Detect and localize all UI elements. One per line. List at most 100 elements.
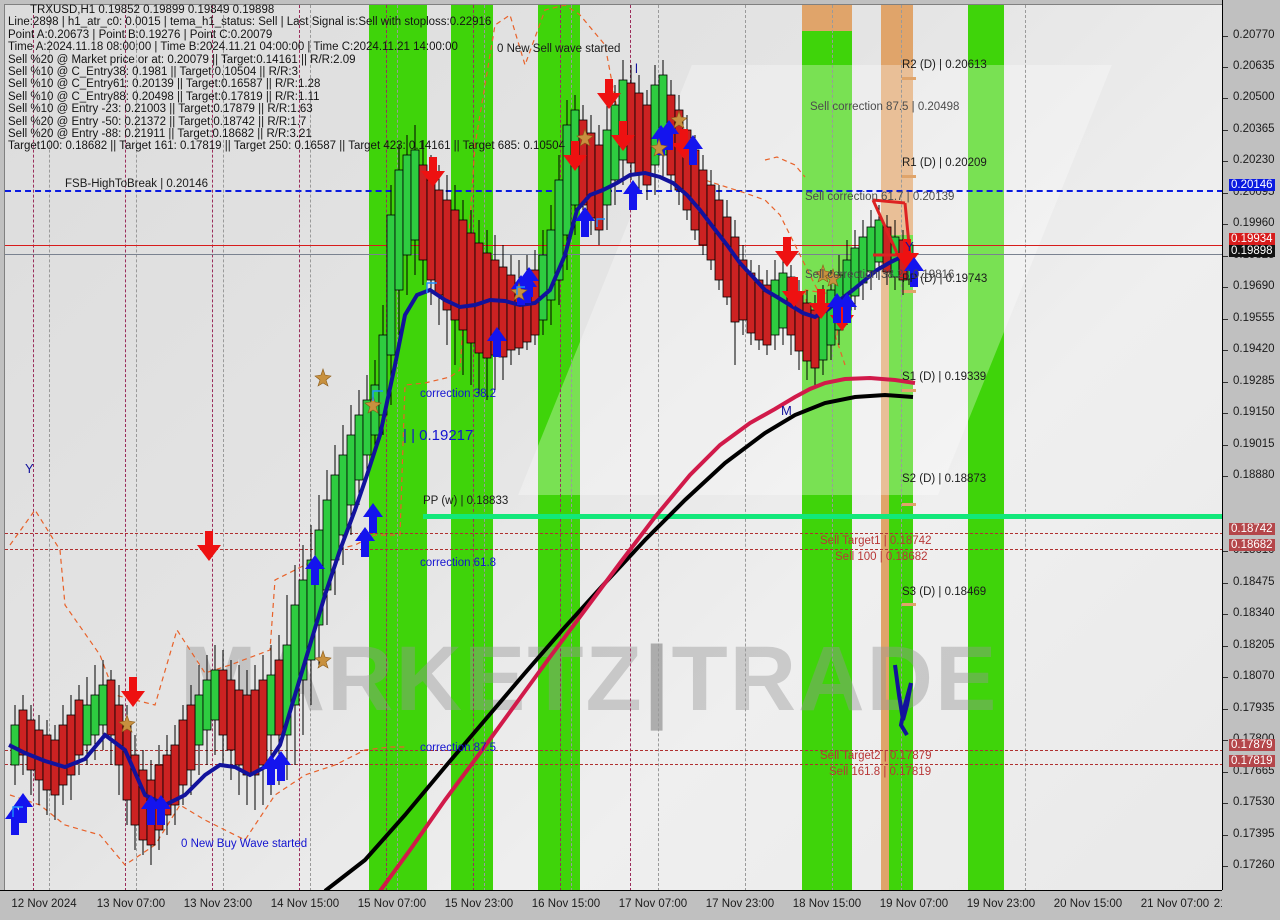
time-tick-label: 15 Nov 23:00 [444,898,514,910]
info-line-sell-20-market: Sell %20 @ Market price or at: 0.20079 |… [8,53,356,66]
info-line-sell-20-e50: Sell %20 @ Entry -50: 0.21372 || Target:… [8,115,307,128]
price-tick-label: 0.17665 [1233,765,1275,777]
pp-pivot-tick [902,290,916,293]
price-tick-label: 0.18070 [1233,670,1275,682]
chart-plot-area[interactable]: MARKETZ|TRADE [4,4,1223,891]
watermark-right: TRADE [671,628,999,730]
ma-blue-recent [893,664,913,737]
info-line-sell-10-c61: Sell %10 @ C_Entry61: 0.20139 || Target:… [8,78,321,91]
grid-line-v [484,5,485,891]
session-separator [33,5,34,891]
time-tick-label: 17 Nov 23:00 [705,898,775,910]
annotation-r1-daily: R1 (D) | 0.20209 [902,157,987,169]
annotation-wave-price: | | 0.19217 [403,427,474,444]
price-tick-label: 0.19690 [1233,280,1275,292]
s1-pivot-tick [902,389,916,392]
info-line-times: Time A:2024.11.18 08:00:00 | Time B:2024… [8,41,458,54]
time-tick-label: 19 Nov 23:00 [966,898,1036,910]
info-line-sell-10-c38: Sell %10 @ C_Entry38: 0.1981 || Target:0… [8,66,298,79]
info-line-symbol: TRXUSD,H1 0.19852 0.19899 0.19849 0.1989… [30,4,275,16]
annotation-sell-correction-617: Sell correction 61.7 | 0.20139 [805,191,955,203]
price-tick-label: 0.20635 [1233,60,1275,72]
session-band-green [968,5,1004,891]
s2-pivot-tick [902,503,916,506]
price-scale[interactable]: 0.20770 0.20635 0.20500 0.20365 0.20230 … [1222,0,1280,890]
sell-1618-line [5,764,1223,765]
annotation-sell-1618: Sell 161.8 | 0.17819 [829,766,932,778]
annotation-correction-382: correction 38.2 [420,388,497,400]
session-separator [630,5,631,891]
price-tick-label: 0.19150 [1233,406,1275,418]
session-separator [212,5,213,891]
grid-line-v [571,5,572,891]
annotation-fsb-high-to-break: FSB-HighToBreak | 0.20146 [65,178,208,190]
price-tick-label: 0.19015 [1233,438,1275,450]
time-tick-label: 14 Nov 15:00 [270,898,340,910]
price-tick-label: 0.20230 [1233,154,1275,166]
candlestick-series [10,60,914,865]
price-tick-label: 0.18475 [1233,576,1275,588]
ma-red-line [378,375,916,891]
sell-100-line [5,549,1223,550]
time-tick-label: 15 Nov 07:00 [357,898,427,910]
price-badge-fsb: 0.20146 [1229,179,1275,191]
s3-pivot-tick [902,603,916,606]
time-tick-label: 19 Nov 07:00 [879,898,949,910]
zigzag-cursor-icons [12,218,605,817]
time-tick-label: 13 Nov 23:00 [183,898,253,910]
svg-text:Y: Y [905,239,914,254]
session-separator [299,5,300,891]
grid-line-v [1025,5,1026,891]
price-tick-label: 0.17530 [1233,796,1275,808]
time-tick-label: 18 Nov 15:00 [792,898,862,910]
price-tick-label: 0.18880 [1233,469,1275,481]
info-line-sell-10-c88: Sell %10 @ C_Entry88: 0.20498 || Target:… [8,90,320,103]
star-markers [118,110,842,733]
bid-price-line [5,245,1223,246]
svg-text:Y: Y [25,461,34,476]
price-badge-bid: 0.19934 [1229,233,1275,245]
sell-target1-line [5,533,1223,534]
scale-corner [1222,890,1280,920]
price-badge-t2: 0.17879 [1229,739,1275,751]
time-tick-label: 20 Nov 15:00 [1053,898,1123,910]
price-badge-s100: 0.18682 [1229,539,1275,551]
price-badge-t1: 0.18742 [1229,523,1275,535]
price-tick-label: 0.18205 [1233,639,1275,651]
session-separator [473,5,474,891]
annotation-new-sell-wave: 0 New Sell wave started [497,43,621,55]
svg-text:M: M [781,403,792,418]
price-tick-label: 0.17260 [1233,859,1275,871]
svg-text:l: l [635,61,638,76]
price-badge-ask: 0.19898 [1229,245,1275,257]
annotation-sell-correction-875: Sell correction 87.5 | 0.20498 [810,101,960,113]
wave-letter-markers: Y Y M l [25,61,914,476]
session-band-green [802,31,852,891]
sell-channel [871,198,912,257]
time-tick-label: 13 Nov 07:00 [96,898,166,910]
price-tick-label: 0.20770 [1233,29,1275,41]
session-separator [125,5,126,891]
watermark-bar: | [643,628,672,730]
session-separator [386,5,387,891]
ma-blue-line [8,170,912,808]
price-badge-s1618: 0.17819 [1229,755,1275,767]
grid-line-v [223,5,224,891]
price-tick-label: 0.18340 [1233,607,1275,619]
info-line-targets: Target100: 0.18682 || Target 161: 0.1781… [8,140,565,153]
grid-line-v [832,5,833,891]
time-tick-label: 17 Nov 07:00 [618,898,688,910]
r1-pivot-tick [902,175,916,178]
grid-line-v [310,5,311,891]
price-tick-label: 0.17935 [1233,702,1275,714]
annotation-correction-618: correction 61.8 [420,557,497,569]
time-scale[interactable]: 12 Nov 2024 13 Nov 07:00 13 Nov 23:00 14… [0,890,1280,920]
annotation-r2-daily: R2 (D) | 0.20613 [902,59,987,71]
time-tick-label: 16 Nov 15:00 [531,898,601,910]
price-tick-label: 0.19420 [1233,343,1275,355]
annotation-s1-daily: S1 (D) | 0.19339 [902,371,987,383]
info-line-status: Line:2898 | h1_atr_c0: 0.0015 | tema_h1_… [8,16,492,29]
grid-line-v [136,5,137,891]
annotation-s3-daily: S3 (D) | 0.18469 [902,586,987,598]
